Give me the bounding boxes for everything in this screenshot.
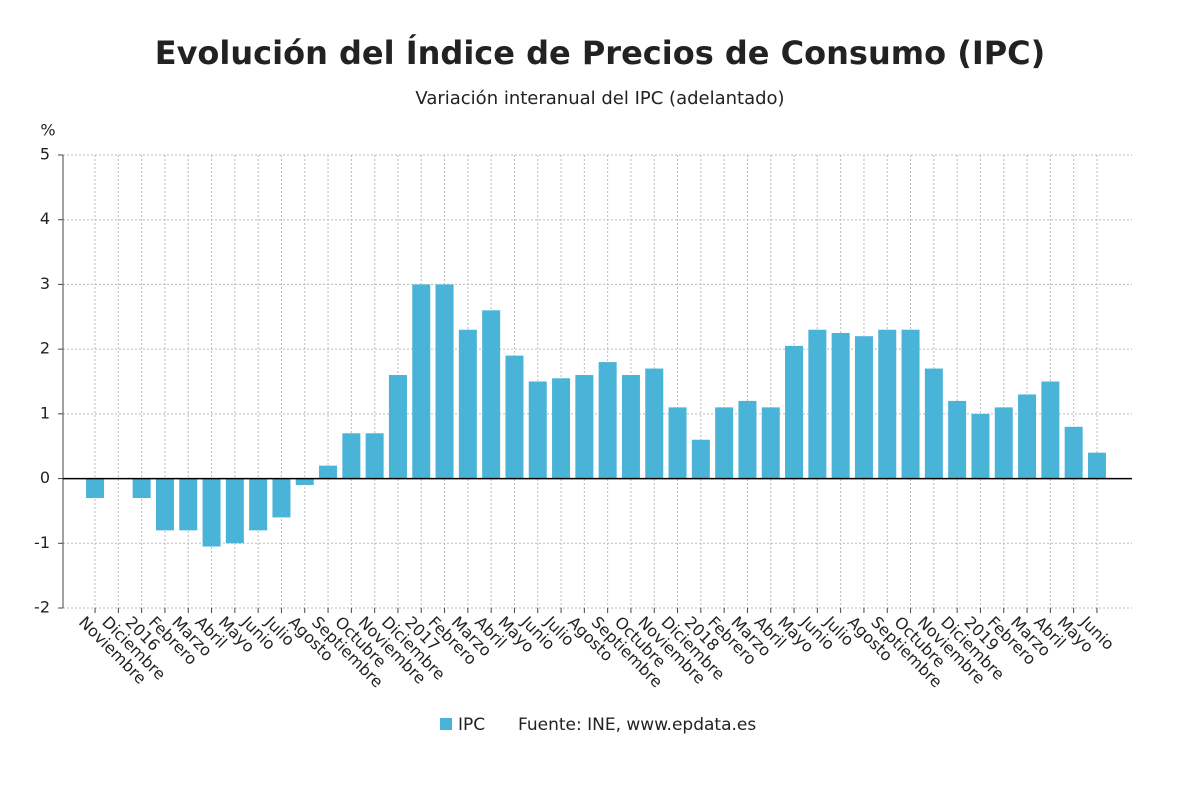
bar [388,375,407,479]
bar [971,413,990,479]
bar [342,433,361,479]
source: Fuente: INE, www.epdata.es [518,715,756,735]
bar [225,478,244,544]
y-tick-label: -1 [34,533,50,552]
y-tick-label: 3 [40,274,50,293]
y-tick-label: -2 [34,598,50,617]
bar [528,381,547,479]
y-tick-label: 0 [40,468,50,487]
bar [994,407,1013,479]
y-tick-label: 1 [40,403,50,422]
bar [878,329,897,479]
bar [458,329,477,479]
bar [948,400,967,479]
bar [575,375,594,479]
bar [505,355,524,479]
y-tick-label: 2 [40,339,50,358]
bar [435,284,454,479]
y-axis-label: % [40,121,55,140]
bar [1064,426,1083,479]
bar [668,407,687,479]
bar [86,478,105,498]
bar [738,400,757,479]
bar [295,478,314,486]
bar [691,439,710,479]
bar [831,332,850,479]
bar [1087,452,1106,479]
bar [365,433,384,479]
legend-swatch [440,718,452,730]
bar [272,478,291,518]
bar [808,329,827,479]
bar [1018,394,1037,479]
bar [155,478,174,531]
bar [179,478,198,531]
bar [482,310,501,479]
bar [785,345,804,479]
bar [761,407,780,479]
bar [715,407,734,479]
bar [202,478,221,547]
legend-label: IPC [458,715,485,735]
bar [854,336,873,479]
legend: IPC Fuente: INE, www.epdata.es [440,715,756,735]
bar [132,478,151,498]
bar [1041,381,1060,479]
y-tick-label: 5 [40,145,50,164]
bar [901,329,920,479]
chart-subtitle: Variación interanual del IPC (adelantado… [415,88,784,109]
bar [598,362,617,479]
bar [249,478,268,531]
bar [645,368,664,479]
chart-title: Evolución del Índice de Precios de Consu… [155,34,1046,72]
bar [319,465,338,479]
bar [412,284,431,479]
bar [552,378,571,479]
bar [924,368,943,479]
y-tick-label: 4 [40,209,50,228]
bar [621,375,640,479]
